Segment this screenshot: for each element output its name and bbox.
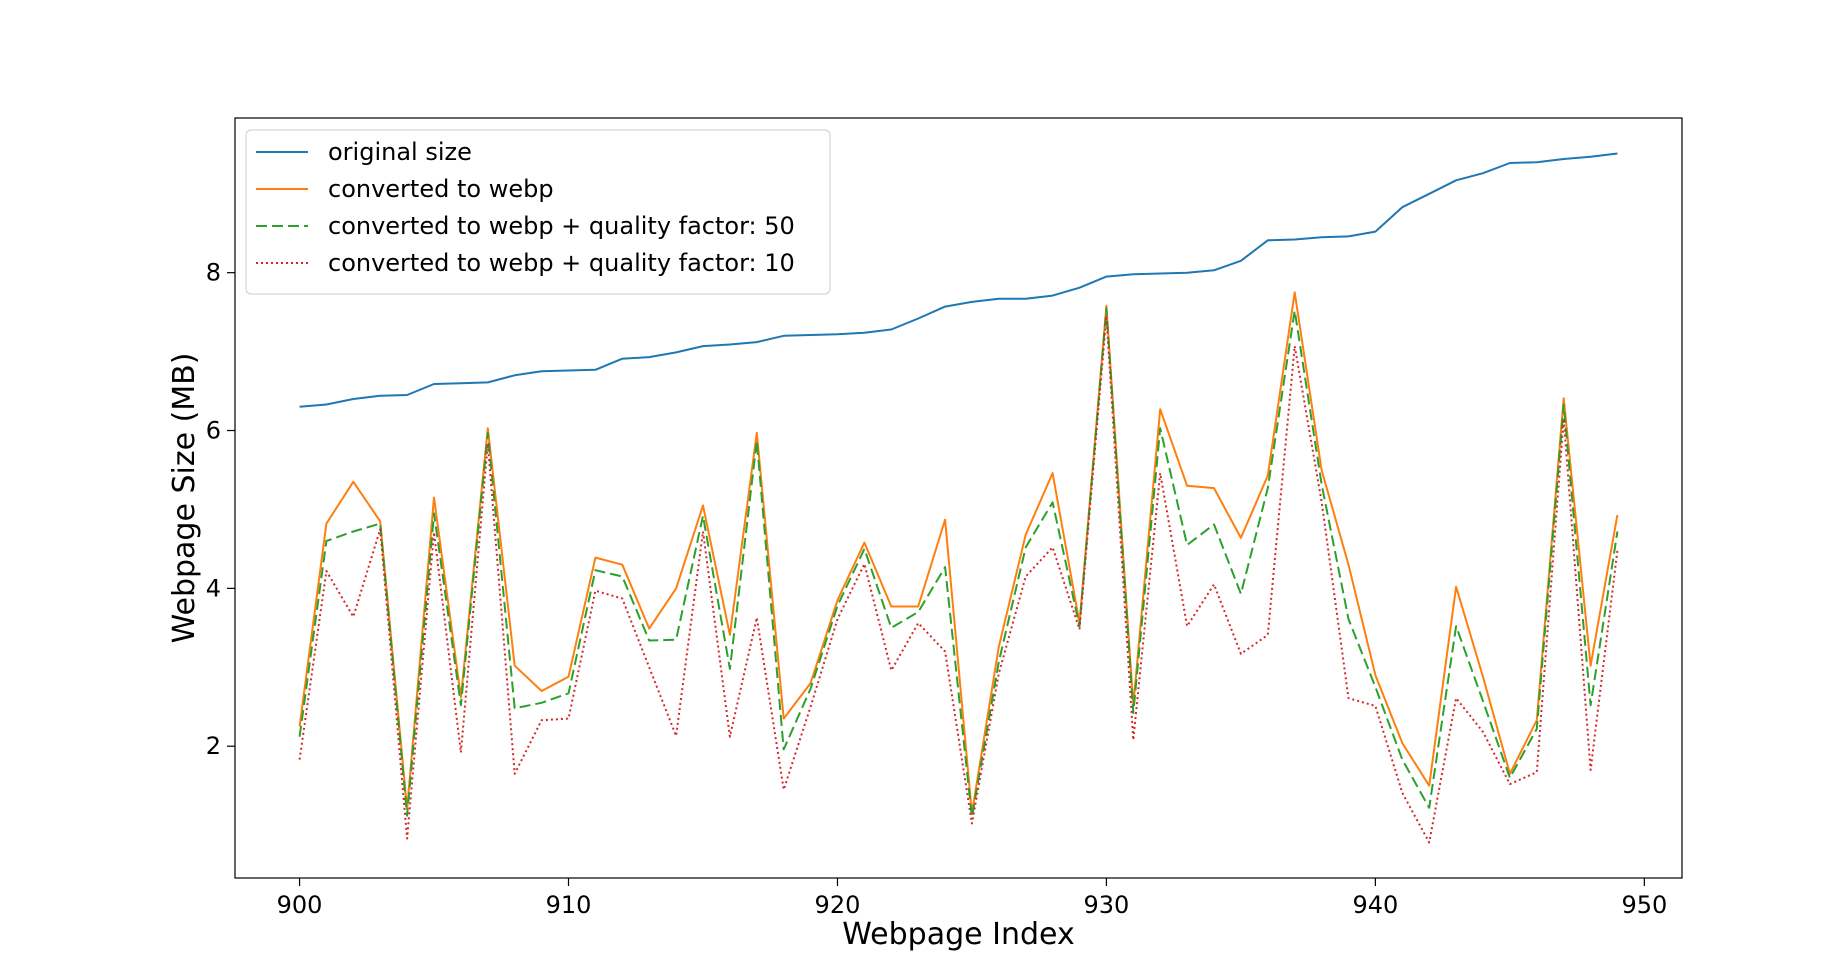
y-axis-ticks: 2 4 6 8	[206, 259, 235, 760]
series-line-4	[298, 315, 1619, 844]
y-tick-label: 2	[206, 732, 221, 760]
x-tick-label: 950	[1621, 891, 1667, 919]
legend-entry-label: converted to webp + quality factor: 50	[328, 212, 795, 240]
series-line-1	[299, 152, 1618, 408]
legend-entry-label: converted to webp	[328, 175, 554, 203]
x-axis-label: Webpage Index	[842, 917, 1074, 952]
plot-area-frame	[234, 117, 1683, 879]
series-line-2	[298, 291, 1619, 815]
x-tick-label: 930	[1084, 891, 1130, 919]
legend-entry-label: converted to webp + quality factor: 10	[328, 249, 795, 277]
y-tick-label: 4	[206, 574, 221, 602]
x-tick-label: 900	[277, 891, 323, 919]
x-tick-label: 940	[1352, 891, 1398, 919]
legend: original size converted to webp converted …	[245, 129, 831, 295]
series-layer	[298, 152, 1619, 844]
y-tick-label: 8	[206, 259, 221, 287]
x-tick-label: 920	[815, 891, 861, 919]
x-tick-label: 910	[546, 891, 592, 919]
y-tick-label: 6	[206, 417, 221, 445]
y-axis-label: Webpage Size (MB)	[167, 353, 202, 644]
x-axis-ticks: 900 910 920 930 940 950	[277, 878, 1667, 919]
legend-entry-label: original size	[328, 138, 472, 166]
legend-box	[245, 129, 831, 295]
